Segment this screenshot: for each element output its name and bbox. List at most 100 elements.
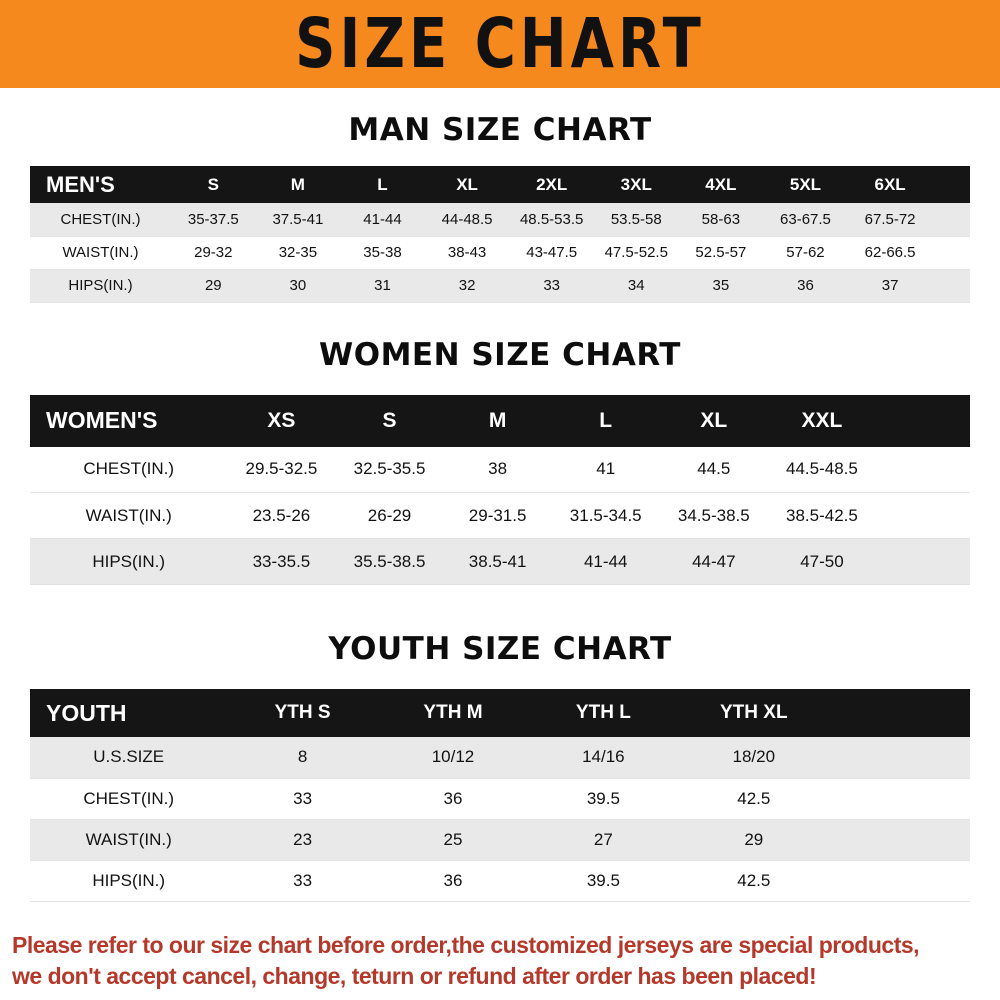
value-cell: 29.5-32.5 [227,446,336,493]
value-cell: 67.5-72 [847,203,933,237]
size-header-cell: 2XL [509,166,594,203]
value-cell: 33 [227,778,378,820]
row-label-cell: U.S.SIZE [30,737,228,779]
value-cell: 41 [551,446,660,493]
row-label-cell: HIPS(IN.) [30,860,228,902]
value-cell: 62-66.5 [847,236,933,270]
value-cell: 42.5 [678,860,829,902]
value-cell: 35-38 [340,236,425,270]
row-label-cell: WAIST(IN.) [30,492,228,539]
page-title: SIZE CHART [295,4,705,84]
size-header-cell: XL [424,166,510,203]
youth-size-table: YOUTH YTH S YTH M YTH L YTH XL U.S.SIZE 8 10/12… [30,689,970,902]
size-header-cell: XL [659,394,768,447]
value-cell: 36 [377,860,529,902]
notice-line-1: Please refer to our size chart before or… [12,931,920,958]
size-header-cell: L [340,166,425,203]
women-section-heading: WOMEN SIZE CHART [319,336,681,373]
value-cell: 29 [171,269,256,303]
table-header-row: MEN'S S M L XL 2XL 3XL 4XL 5XL 6XL [30,166,970,203]
value-cell: 35 [678,269,764,303]
value-cell: 38.5-42.5 [767,492,876,539]
men-section-heading: MAN SIZE CHART [348,112,652,148]
value-cell: 30 [255,269,341,303]
value-cell: 32-35 [255,236,341,270]
table-row: HIPS(IN.) 33-35.5 35.5-38.5 38.5-41 41-44 44-… [30,538,970,585]
value-cell: 26-29 [335,492,444,539]
value-cell: 47.5-52.5 [593,236,679,270]
value-cell: 33-35.5 [227,538,336,585]
value-cell: 31.5-34.5 [551,492,660,539]
value-cell: 41-44 [340,203,425,237]
size-header-cell: YTH M [377,689,529,737]
value-cell: 35-37.5 [171,203,256,237]
size-header-cell: 4XL [678,166,764,203]
section-men: MAN SIZE CHART MEN'S S M L XL 2XL 3XL 4XL 5XL 6XL… [0,112,1000,303]
value-cell: 47-50 [767,538,876,585]
size-header-cell: 6XL [847,166,933,203]
filler-cell [829,778,970,820]
value-cell: 52.5-57 [678,236,764,270]
value-cell: 36 [763,269,848,303]
filler-cell [829,689,970,737]
filler-cell [829,860,970,902]
value-cell: 29-32 [171,236,256,270]
value-cell: 34.5-38.5 [659,492,768,539]
table-row: HIPS(IN.) 33 36 39.5 42.5 [30,860,970,902]
table-row: HIPS(IN.) 29 30 31 32 33 34 35 36 37 [30,269,970,303]
value-cell: 37.5-41 [255,203,341,237]
table-title-cell: YOUTH [30,689,228,737]
value-cell: 48.5-53.5 [509,203,594,237]
footer-notice: Please refer to our size chart before or… [0,930,1000,992]
notice-line-2: we don't accept cancel, change, teturn o… [12,962,817,989]
size-header-cell: L [551,394,660,447]
table-header-row: WOMEN'S XS S M L XL XXL [30,394,970,447]
value-cell: 34 [593,269,679,303]
size-header-cell: S [171,166,256,203]
row-label-cell: HIPS(IN.) [30,269,171,303]
size-header-cell: S [335,394,444,447]
row-label-cell: HIPS(IN.) [30,538,228,585]
value-cell: 14/16 [528,737,679,779]
row-label-cell: CHEST(IN.) [30,203,171,237]
value-cell: 36 [377,778,529,820]
value-cell: 23 [227,819,378,861]
men-size-table: MEN'S S M L XL 2XL 3XL 4XL 5XL 6XL CHEST(IN.) 35-37… [30,166,970,303]
value-cell: 35.5-38.5 [335,538,444,585]
row-label-cell: CHEST(IN.) [30,778,228,820]
filler-cell [932,203,970,237]
table-row: WAIST(IN.) 29-32 32-35 35-38 38-43 43-47.5 47.… [30,236,970,270]
value-cell: 44-47 [659,538,768,585]
table-title-cell: MEN'S [30,166,171,203]
size-header-cell: 5XL [763,166,848,203]
value-cell: 42.5 [678,778,829,820]
value-cell: 57-62 [763,236,848,270]
filler-cell [876,446,970,493]
value-cell: 33 [227,860,378,902]
row-label-cell: CHEST(IN.) [30,446,228,493]
value-cell: 27 [528,819,679,861]
size-header-cell: XXL [767,394,876,447]
size-header-cell: YTH L [528,689,679,737]
filler-cell [829,737,970,779]
size-header-cell: YTH S [227,689,378,737]
value-cell: 37 [847,269,933,303]
value-cell: 53.5-58 [593,203,679,237]
row-label-cell: WAIST(IN.) [30,236,171,270]
value-cell: 33 [509,269,594,303]
value-cell: 39.5 [528,778,679,820]
youth-section-heading: YOUTH SIZE CHART [328,631,672,667]
size-header-cell: XS [227,394,336,447]
table-row: WAIST(IN.) 23 25 27 29 [30,819,970,861]
value-cell: 38 [443,446,552,493]
table-row: WAIST(IN.) 23.5-26 26-29 29-31.5 31.5-34.5 34… [30,492,970,539]
value-cell: 44.5-48.5 [767,446,876,493]
filler-cell [932,236,970,270]
size-header-cell: 3XL [593,166,679,203]
value-cell: 32.5-35.5 [335,446,444,493]
table-row: CHEST(IN.) 35-37.5 37.5-41 41-44 44-48.5 48.5… [30,203,970,237]
filler-cell [876,538,970,585]
filler-cell [829,819,970,861]
value-cell: 29 [678,819,829,861]
